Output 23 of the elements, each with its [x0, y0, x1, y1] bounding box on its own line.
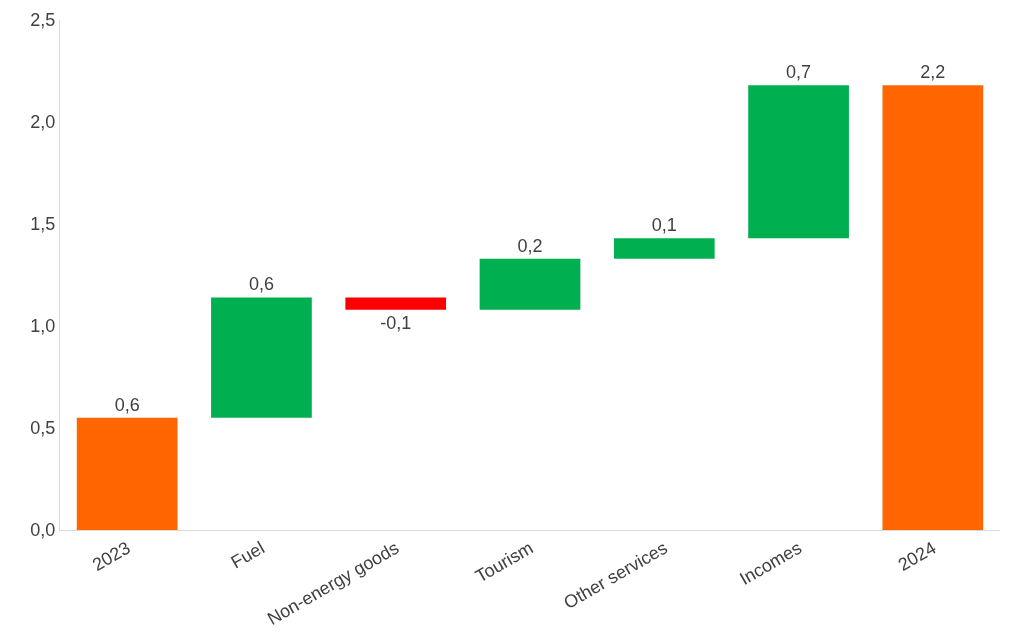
- x-tick-label: Fuel: [227, 537, 268, 573]
- data-label: 2,2: [920, 62, 946, 83]
- bar: [613, 238, 715, 259]
- y-tick-label: 1,5: [30, 214, 56, 235]
- y-tick-label: 1,0: [30, 316, 56, 337]
- data-label: 0,6: [248, 274, 274, 295]
- x-tick-label: 2023: [88, 537, 134, 575]
- y-tick-label: 2,5: [30, 10, 56, 31]
- bar: [748, 85, 849, 239]
- data-label: 0,7: [786, 62, 812, 83]
- x-tick-label: 2024: [894, 537, 940, 575]
- data-label: 0,1: [651, 215, 677, 236]
- bar: [211, 297, 312, 418]
- data-label: 0,2: [517, 235, 543, 256]
- bar: [479, 258, 581, 310]
- data-label: -0,1: [380, 312, 412, 333]
- y-tick-label: 2,0: [30, 112, 56, 133]
- bar: [345, 297, 447, 310]
- bar: [76, 417, 178, 530]
- bar: [882, 85, 984, 530]
- y-tick-label: 0,5: [30, 418, 56, 439]
- y-tick-label: 0,0: [30, 520, 56, 541]
- data-label: 0,6: [114, 394, 140, 415]
